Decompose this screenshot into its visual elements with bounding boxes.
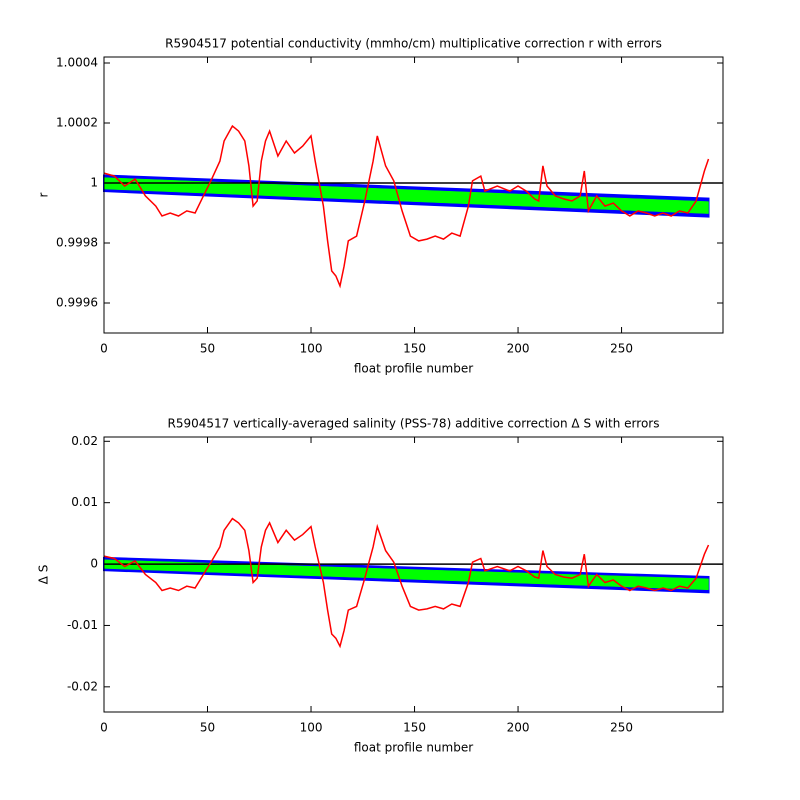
x-tick-label: 200 bbox=[507, 342, 530, 356]
y-tick-label: 0 bbox=[90, 557, 98, 571]
x-tick-label: 0 bbox=[100, 721, 108, 735]
x-tick-label: 150 bbox=[403, 721, 426, 735]
y-tick-label: 0.9998 bbox=[56, 236, 98, 250]
y-axis-label: r bbox=[37, 192, 51, 197]
x-tick-label: 50 bbox=[200, 342, 215, 356]
x-tick-label: 250 bbox=[610, 721, 633, 735]
data-line bbox=[103, 124, 710, 289]
x-tick-label: 200 bbox=[507, 721, 530, 735]
y-tick-label: 1.0002 bbox=[56, 116, 98, 130]
x-tick-label: 250 bbox=[610, 342, 633, 356]
y-tick-label: 0.9996 bbox=[56, 296, 98, 310]
axes-box bbox=[103, 436, 724, 713]
chart-title: R5904517 vertically-averaged salinity (P… bbox=[168, 417, 660, 431]
y-axis-label: Δ S bbox=[37, 565, 51, 585]
x-axis-label: float profile number bbox=[354, 362, 473, 376]
x-tick-label: 100 bbox=[300, 721, 323, 735]
y-tick-label: 0.02 bbox=[71, 434, 98, 448]
x-tick-label: 100 bbox=[300, 342, 323, 356]
x-tick-label: 150 bbox=[403, 342, 426, 356]
y-tick-label: -0.02 bbox=[67, 679, 98, 693]
y-tick-label: 0.01 bbox=[71, 495, 98, 509]
x-tick-label: 0 bbox=[100, 342, 108, 356]
x-axis-label: float profile number bbox=[354, 741, 473, 755]
y-tick-label: 1 bbox=[90, 176, 98, 190]
x-tick-label: 50 bbox=[200, 721, 215, 735]
chart-title: R5904517 potential conductivity (mmho/cm… bbox=[165, 37, 662, 51]
axes-box bbox=[103, 56, 724, 334]
y-tick-label: -0.01 bbox=[67, 618, 98, 632]
data-line bbox=[103, 517, 710, 649]
y-tick-label: 1.0004 bbox=[56, 56, 98, 70]
